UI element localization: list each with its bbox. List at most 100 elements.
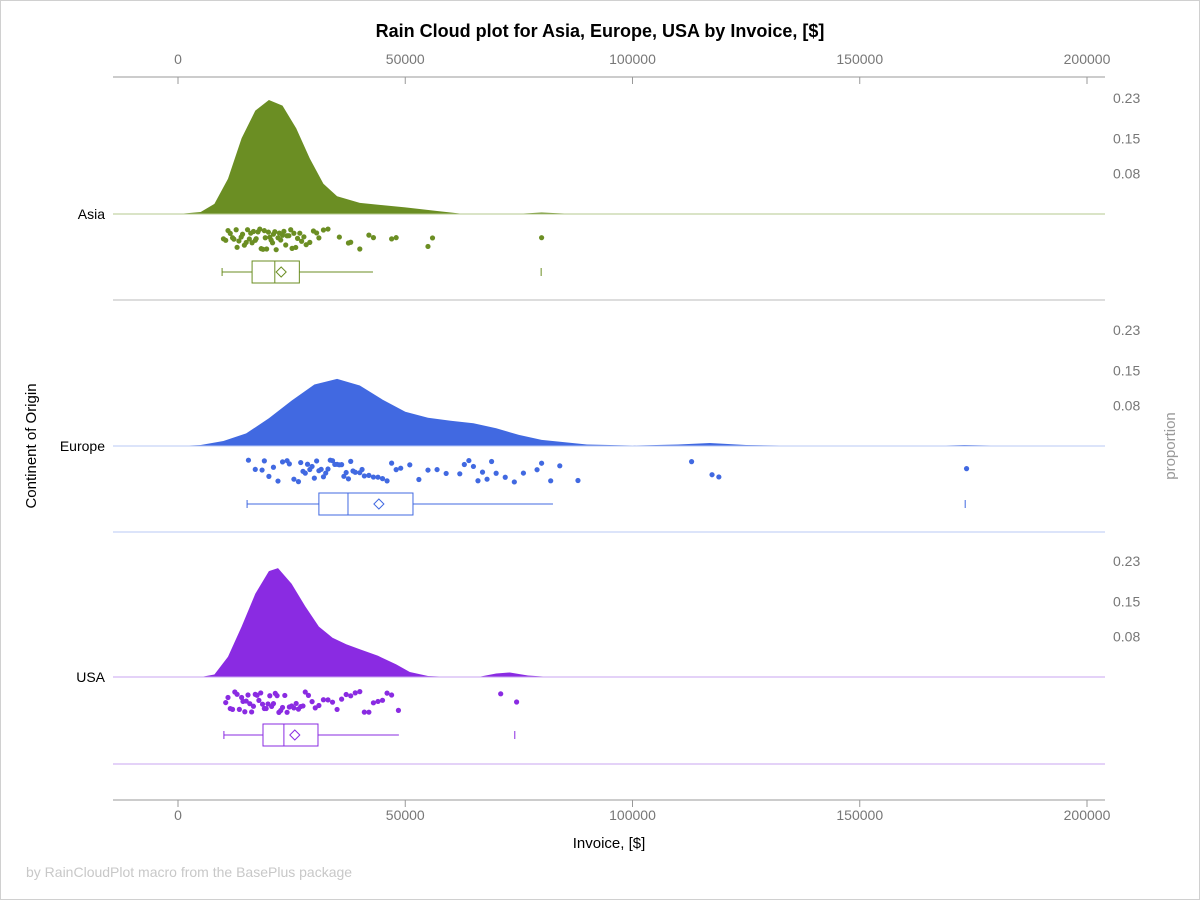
data-point [293, 700, 299, 707]
data-point [466, 457, 472, 464]
data-point [470, 463, 477, 470]
data-point [389, 236, 395, 242]
data-point [294, 235, 301, 241]
data-point [295, 479, 302, 485]
bottom-x-tick-label: 100000 [609, 807, 656, 823]
data-point [370, 235, 377, 241]
data-point [307, 239, 313, 245]
data-point [539, 235, 545, 241]
data-point [262, 235, 268, 241]
data-point [223, 699, 229, 706]
data-point [301, 234, 307, 240]
bottom-x-tick-label: 200000 [1064, 807, 1111, 823]
data-point [253, 236, 259, 242]
data-point [493, 470, 499, 476]
top-x-tick-label: 150000 [836, 51, 883, 67]
data-point [252, 466, 258, 473]
data-point [498, 691, 504, 697]
data-point [234, 691, 240, 697]
data-point [302, 470, 308, 476]
data-point [291, 476, 297, 482]
data-point [284, 709, 290, 715]
data-point [309, 699, 315, 705]
data-point [475, 478, 481, 484]
data-point [250, 703, 257, 709]
data-point [309, 463, 315, 470]
data-point [434, 466, 440, 473]
data-point [334, 706, 340, 713]
data-point [539, 460, 545, 466]
data-point [300, 703, 306, 709]
data-point [314, 458, 320, 464]
data-point [242, 709, 248, 715]
data-point [548, 478, 554, 484]
density-tick-label: 0.23 [1113, 553, 1140, 569]
data-point [352, 690, 358, 696]
data-point [299, 238, 305, 244]
density-tick-label: 0.15 [1113, 130, 1140, 146]
data-point [273, 247, 279, 253]
density-tick-label: 0.08 [1113, 629, 1140, 645]
data-point [279, 459, 286, 465]
data-point [384, 478, 390, 484]
data-point [520, 470, 527, 476]
data-point [246, 236, 252, 242]
data-point [243, 239, 249, 246]
iqr-box [318, 492, 414, 516]
data-point [263, 705, 269, 712]
data-point [366, 709, 372, 715]
data-point [320, 474, 327, 480]
mean-diamond [289, 729, 301, 741]
data-point [320, 227, 327, 233]
data-point [709, 472, 715, 478]
density-tick-label: 0.08 [1113, 398, 1140, 414]
data-point [339, 696, 345, 702]
data-point [286, 233, 292, 239]
data-point [272, 229, 278, 235]
data-point [398, 465, 404, 471]
data-point [282, 692, 288, 699]
data-point [281, 228, 287, 234]
density-tick-label: 0.23 [1113, 322, 1140, 338]
data-point [370, 474, 377, 480]
data-point [489, 458, 495, 465]
data-point [366, 472, 372, 478]
group-label: Europe [60, 438, 105, 454]
y-axis-label: Continent of Origin [23, 383, 40, 508]
data-point [502, 474, 508, 480]
data-point [370, 700, 377, 706]
data-point [283, 242, 289, 248]
data-point [395, 707, 402, 713]
data-point [257, 226, 263, 232]
data-point [325, 466, 331, 472]
data-point [236, 238, 242, 244]
mean-diamond [275, 266, 287, 278]
data-point [243, 698, 249, 704]
data-point [375, 474, 381, 480]
data-point [339, 462, 345, 468]
data-point [357, 246, 363, 252]
data-point [379, 697, 386, 703]
y2-axis-label: proportion [1162, 412, 1179, 480]
data-point [286, 461, 292, 467]
data-point [245, 457, 252, 463]
data-point [457, 471, 463, 477]
data-point [325, 697, 331, 703]
data-point [425, 243, 431, 250]
data-point [534, 467, 540, 473]
data-point [716, 474, 722, 480]
mean-diamond [373, 498, 385, 510]
data-point [429, 235, 436, 241]
data-point [511, 479, 517, 485]
density-cloud-asia [178, 100, 588, 214]
data-point [267, 693, 273, 699]
data-point [261, 458, 267, 464]
data-point [278, 237, 284, 243]
data-point [366, 232, 372, 238]
data-point [461, 461, 467, 468]
data-point [393, 467, 399, 473]
data-point [297, 230, 303, 236]
iqr-box [251, 260, 300, 284]
data-point [345, 476, 352, 482]
data-point [247, 701, 253, 707]
